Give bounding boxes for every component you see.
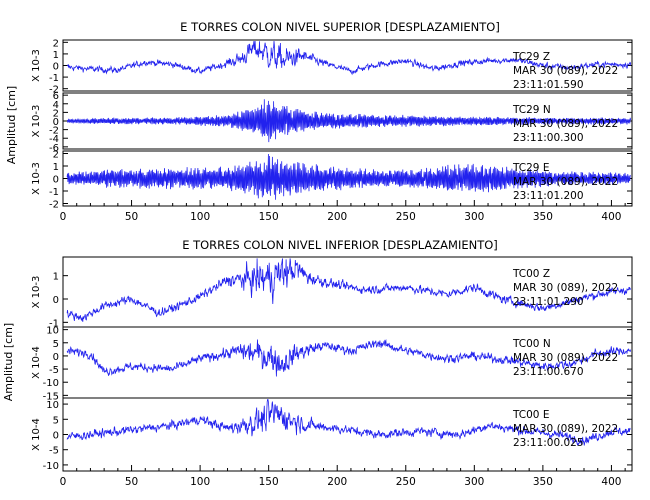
station-annotation-line: MAR 30 (089), 2022 bbox=[513, 352, 618, 364]
y-tick-label: 5 bbox=[53, 415, 59, 426]
x-tick-label: 400 bbox=[601, 476, 621, 488]
station-annotation-line: TC00 N bbox=[512, 338, 551, 350]
scale-label: X 10-4 bbox=[31, 346, 42, 379]
y-tick-label: -10 bbox=[43, 378, 59, 389]
trace-line bbox=[67, 99, 631, 143]
x-tick-label: 300 bbox=[464, 211, 484, 223]
x-tick-label: 100 bbox=[190, 211, 210, 223]
station-annotation-line: TC29 Z bbox=[512, 51, 550, 63]
x-tick-label: 0 bbox=[60, 211, 67, 223]
station-annotation-line: TC29 E bbox=[512, 162, 549, 174]
y-tick-label: 2 bbox=[53, 38, 59, 49]
scale-label: X 10-3 bbox=[31, 276, 42, 309]
y-tick-label: 10 bbox=[46, 400, 59, 411]
trace-line bbox=[66, 40, 631, 76]
y-tick-label: 0 bbox=[53, 62, 59, 73]
station-annotation-line: 23:11:00.670 bbox=[513, 366, 584, 378]
station-annotation-line: 23:11:01.290 bbox=[513, 296, 584, 308]
y-tick-label: -1 bbox=[49, 187, 59, 198]
y-tick-label: -2 bbox=[49, 200, 59, 211]
lower-title: E TORRES COLON NIVEL INFERIOR [DESPLAZAM… bbox=[182, 238, 498, 252]
y-tick-label: -5 bbox=[49, 446, 59, 457]
scale-label: X 10-3 bbox=[31, 105, 42, 138]
panel-0-2: -2 -10 12 X 10-3 TC29 E MAR 30 (089), 2022 23:… bbox=[31, 150, 633, 211]
x-tick-label: 50 bbox=[125, 476, 138, 488]
y-tick-label: 1 bbox=[53, 50, 59, 61]
x-tick-label: 200 bbox=[327, 211, 347, 223]
y-tick-label: 0 bbox=[53, 175, 59, 186]
x-tick-label: 50 bbox=[125, 211, 138, 223]
station-annotation-line: TC00 Z bbox=[512, 268, 550, 280]
station-annotation-line: 23:11:01.590 bbox=[513, 79, 584, 91]
trace-line bbox=[66, 153, 631, 200]
trace-line bbox=[66, 338, 631, 377]
y-tick-label: 1 bbox=[53, 162, 59, 173]
y-tick-label: 0 bbox=[53, 117, 59, 128]
station-annotation-line: MAR 30 (089), 2022 bbox=[513, 176, 618, 188]
trace-line bbox=[66, 258, 631, 322]
station-annotation-line: MAR 30 (089), 2022 bbox=[513, 65, 618, 77]
y-tick-label: 5 bbox=[53, 339, 59, 350]
y-tick-label: -15 bbox=[43, 391, 59, 402]
station-annotation-line: MAR 30 (089), 2022 bbox=[513, 423, 618, 435]
station-annotation-line: MAR 30 (089), 2022 bbox=[513, 282, 618, 294]
scale-label: X 10-4 bbox=[31, 418, 42, 451]
x-tick-label: 100 bbox=[190, 476, 210, 488]
upper-title: E TORRES COLON NIVEL SUPERIOR [DESPLAZAM… bbox=[180, 20, 500, 34]
y-tick-label: 0 bbox=[53, 352, 59, 363]
upper-ylabel: Amplitud [cm] bbox=[5, 86, 18, 164]
station-annotation-line: TC00 E bbox=[512, 409, 549, 421]
x-tick-label: 350 bbox=[533, 476, 553, 488]
y-tick-label: -2 bbox=[49, 126, 59, 137]
y-tick-label: 6 bbox=[53, 91, 59, 102]
station-annotation-line: 23:11:01.200 bbox=[513, 190, 584, 202]
station-annotation-line: MAR 30 (089), 2022 bbox=[513, 118, 618, 130]
station-annotation-line: 23:11:00.300 bbox=[513, 132, 584, 144]
y-tick-label: 2 bbox=[53, 108, 59, 119]
scale-label: X 10-3 bbox=[31, 49, 42, 82]
x-tick-label: 250 bbox=[396, 476, 416, 488]
panel-1-1: -15 -10 -5 0 5 10 X 10-4 TC00 N MAR 30 (089), 20… bbox=[31, 326, 633, 402]
y-tick-label: -4 bbox=[49, 134, 59, 145]
lower-x-axis: 0 50 100 150 200 250 300 350 400 bbox=[60, 465, 626, 488]
station-annotation-line: 23:11:00.025 bbox=[513, 437, 584, 449]
y-tick-label: 2 bbox=[53, 150, 59, 161]
x-tick-label: 250 bbox=[396, 211, 416, 223]
y-tick-label: -6 bbox=[49, 143, 59, 154]
y-tick-label: 4 bbox=[53, 100, 59, 111]
y-tick-label: -1 bbox=[49, 73, 59, 84]
trace-line bbox=[66, 399, 631, 447]
y-tick-label: 0 bbox=[53, 431, 59, 442]
y-tick-label: 0 bbox=[53, 295, 59, 306]
station-annotation-line: TC29 N bbox=[512, 104, 551, 116]
lower-ylabel: Amplitud [cm] bbox=[2, 323, 15, 401]
panel-1-2: -10 -5 0 5 10 X 10-4 TC00 E MAR 30 (089), 2022 2… bbox=[31, 397, 633, 472]
lower-level-block: E TORRES COLON NIVEL INFERIOR [DESPLAZAM… bbox=[2, 238, 633, 488]
y-tick-label: 1 bbox=[53, 272, 59, 283]
x-tick-label: 300 bbox=[464, 476, 484, 488]
x-tick-label: 400 bbox=[601, 211, 621, 223]
x-tick-label: 0 bbox=[60, 476, 67, 488]
x-tick-label: 150 bbox=[259, 211, 279, 223]
y-tick-label: -10 bbox=[43, 461, 59, 472]
scale-label: X 10-3 bbox=[31, 162, 42, 195]
y-tick-label: -1 bbox=[49, 318, 59, 329]
upper-x-axis: 0 50 100 150 200 250 300 350 400 bbox=[60, 200, 626, 223]
x-tick-label: 150 bbox=[259, 476, 279, 488]
y-tick-label: 10 bbox=[46, 326, 59, 337]
y-tick-label: -5 bbox=[49, 365, 59, 376]
x-tick-label: 350 bbox=[533, 211, 553, 223]
x-tick-label: 200 bbox=[327, 476, 347, 488]
upper-level-block: E TORRES COLON NIVEL SUPERIOR [DESPLAZAM… bbox=[5, 20, 633, 223]
y-tick-label: -2 bbox=[49, 85, 59, 96]
